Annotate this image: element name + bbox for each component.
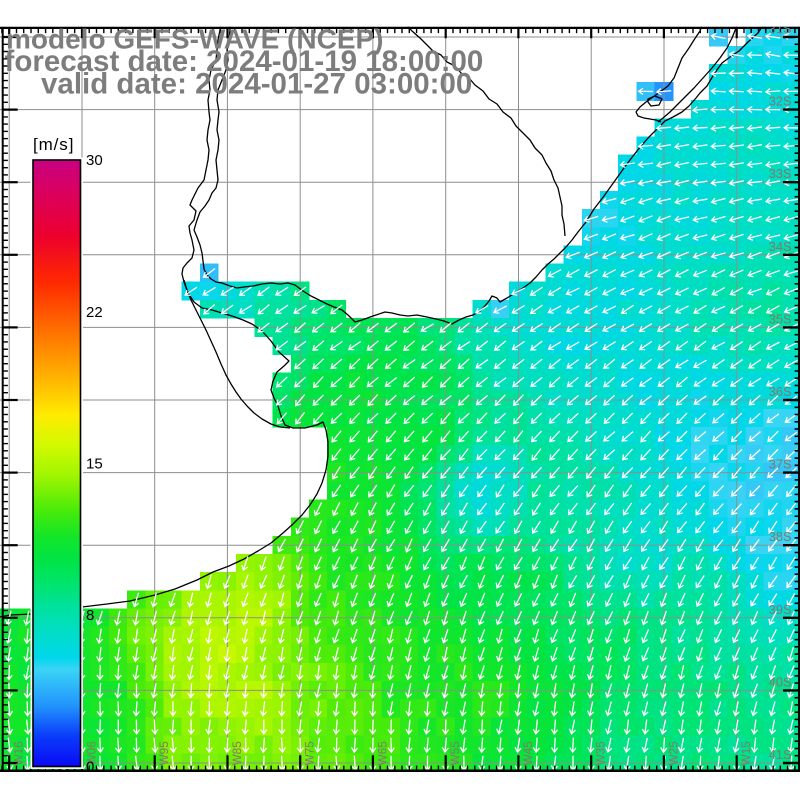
svg-text:38S: 38S [769,529,792,544]
svg-text:W25: W25 [666,741,680,766]
svg-text:modelo GEFS-WAVE (NCEP): modelo GEFS-WAVE (NCEP) [6,24,384,55]
svg-text:[m/s]: [m/s] [33,135,74,154]
svg-text:0: 0 [86,759,94,776]
svg-text:31S: 31S [769,21,792,36]
svg-text:W85: W85 [230,741,244,766]
svg-text:41S: 41S [769,747,792,762]
svg-text:32S: 32S [769,94,792,109]
svg-text:W45: W45 [521,741,535,766]
svg-text:W15: W15 [739,741,753,766]
svg-text:W06: W06 [84,741,98,766]
svg-text:valid date: 2024-01-27 03:00:0: valid date: 2024-01-27 03:00:00 [41,68,472,101]
svg-text:30: 30 [86,152,103,169]
svg-text:forecast date: 2024-01-19 18:0: forecast date: 2024-01-19 18:00:00 [5,45,484,78]
svg-text:33S: 33S [769,166,792,181]
svg-text:35S: 35S [769,311,792,326]
svg-text:W75: W75 [303,741,317,766]
svg-text:8: 8 [86,607,94,624]
svg-text:W65: W65 [375,741,389,766]
svg-text:39S: 39S [769,602,792,617]
svg-text:34S: 34S [769,239,792,254]
svg-text:22: 22 [86,304,103,321]
svg-text:W35: W35 [594,741,608,766]
svg-text:15: 15 [86,455,103,472]
svg-text:W55: W55 [448,741,462,766]
svg-text:W16: W16 [12,741,26,766]
svg-text:W95: W95 [157,741,171,766]
svg-text:36S: 36S [769,384,792,399]
svg-text:40S: 40S [769,674,792,689]
svg-text:37S: 37S [769,457,792,472]
